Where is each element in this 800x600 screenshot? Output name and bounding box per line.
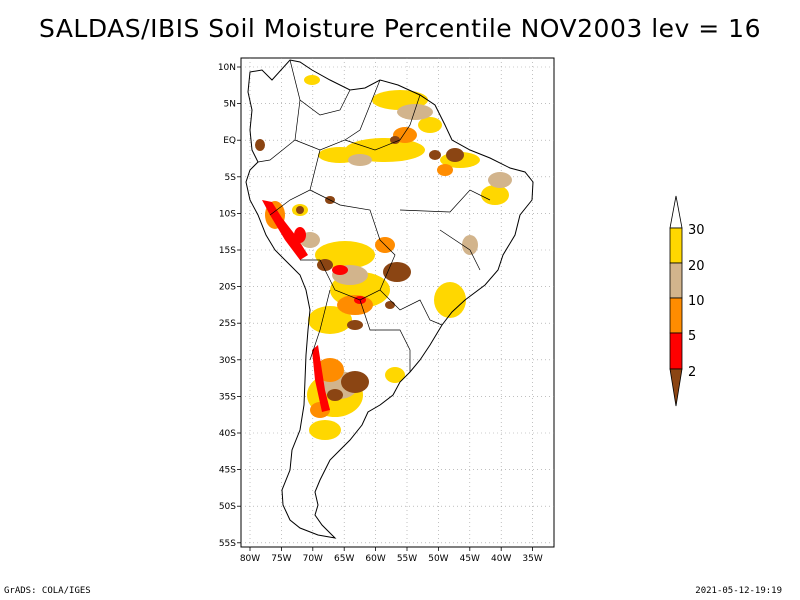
colorbar-label-30: 30 bbox=[688, 223, 705, 238]
longitude-labels: 80W 75W 70W 65W 60W 55W 50W 45W 40W 35W bbox=[240, 547, 543, 564]
colorbar-2-5 bbox=[669, 332, 683, 370]
lon-label: 60W bbox=[365, 554, 385, 564]
colorbar-5-10 bbox=[669, 297, 683, 334]
lon-label: 50W bbox=[428, 554, 448, 564]
footer-credit: GrADS: COLA/IGES bbox=[4, 586, 91, 596]
map-title: SALDAS/IBIS Soil Moisture Percentile NOV… bbox=[39, 14, 761, 43]
lat-label: 40S bbox=[219, 429, 236, 439]
footer-timestamp: 2021-05-12-19:19 bbox=[695, 586, 782, 596]
lat-label: 20S bbox=[219, 283, 236, 293]
lat-label: 5S bbox=[225, 173, 237, 183]
colorbar-label-5: 5 bbox=[688, 329, 696, 344]
lat-label: 25S bbox=[219, 319, 236, 329]
colorbar-cap-bottom bbox=[669, 368, 683, 407]
soil-moisture-field bbox=[255, 75, 512, 440]
colorbar-10-20 bbox=[669, 262, 683, 299]
colorbar-label-10: 10 bbox=[688, 294, 705, 309]
lat-label: 30S bbox=[219, 356, 236, 366]
lat-label: 10S bbox=[219, 209, 236, 219]
lat-label: 10N bbox=[218, 63, 236, 73]
lon-label: 55W bbox=[397, 554, 417, 564]
lon-label: 70W bbox=[303, 554, 323, 564]
lon-label: 80W bbox=[240, 554, 260, 564]
lon-label: 35W bbox=[522, 554, 542, 564]
lat-label: 45S bbox=[219, 466, 236, 476]
lat-label: 55S bbox=[219, 539, 236, 549]
lat-label: 5N bbox=[224, 100, 236, 110]
lat-label: 15S bbox=[219, 246, 236, 256]
lon-label: 45W bbox=[460, 554, 480, 564]
lat-label: EQ bbox=[223, 136, 236, 146]
colorbar-cap-top bbox=[669, 195, 683, 229]
lon-label: 40W bbox=[491, 554, 511, 564]
lon-label: 65W bbox=[334, 554, 354, 564]
class-below-2 bbox=[255, 136, 464, 401]
colorbar-label-2: 2 bbox=[688, 365, 696, 380]
colorbar-20-30 bbox=[669, 227, 683, 264]
country-borders bbox=[257, 59, 491, 372]
colorbar-label-20: 20 bbox=[688, 259, 705, 274]
lat-label: 50S bbox=[219, 502, 236, 512]
coastline bbox=[245, 59, 534, 539]
lon-label: 75W bbox=[271, 554, 291, 564]
colorbar: 30 20 10 5 2 bbox=[669, 195, 705, 407]
latitude-labels: 10N 5N EQ 5S 10S 15S 20S 25S 30S 35S 40S 45S 50S 55S bbox=[218, 63, 241, 549]
lat-label: 35S bbox=[219, 392, 236, 402]
